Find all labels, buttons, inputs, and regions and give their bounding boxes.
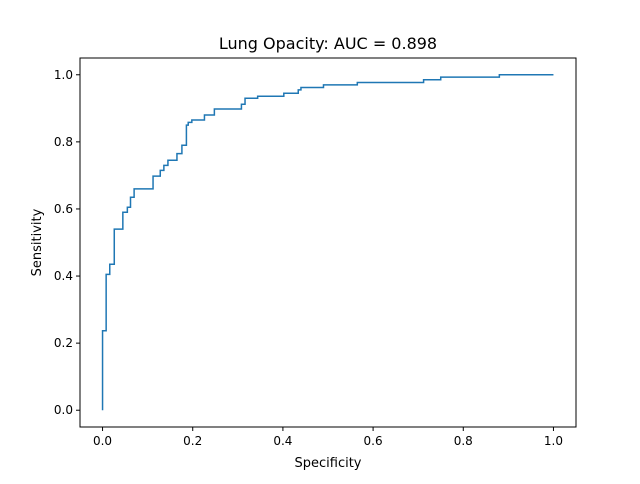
y-tick-label: 1.0 bbox=[54, 68, 73, 82]
series-layer bbox=[101, 74, 554, 411]
plot-frame bbox=[79, 57, 577, 428]
roc-curve-line bbox=[101, 74, 554, 411]
y-tick-label: 0.4 bbox=[54, 269, 73, 283]
x-tick-label: 0.8 bbox=[454, 434, 473, 448]
x-tick-label: 0.4 bbox=[273, 434, 292, 448]
chart-title: Lung Opacity: AUC = 0.898 bbox=[219, 34, 437, 53]
x-axis-label: Specificity bbox=[295, 456, 362, 471]
y-axis-label: Sensitivity bbox=[30, 208, 45, 276]
x-tick-label: 0.0 bbox=[93, 434, 112, 448]
x-axis-ticks: 0.0 0.2 0.4 0.6 0.8 1.0 bbox=[93, 427, 563, 448]
y-axis-ticks: 0.0 0.2 0.4 0.6 0.8 1.0 bbox=[54, 68, 80, 417]
x-tick-label: 0.6 bbox=[364, 434, 383, 448]
y-tick-label: 0.8 bbox=[54, 135, 73, 149]
y-tick-label: 0.2 bbox=[54, 336, 73, 350]
x-tick-label: 0.2 bbox=[183, 434, 202, 448]
y-tick-label: 0.6 bbox=[54, 202, 73, 216]
x-tick-label: 1.0 bbox=[544, 434, 563, 448]
y-tick-label: 0.0 bbox=[54, 403, 73, 417]
